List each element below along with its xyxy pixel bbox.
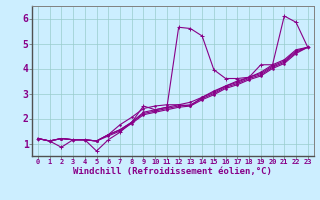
X-axis label: Windchill (Refroidissement éolien,°C): Windchill (Refroidissement éolien,°C) (73, 167, 272, 176)
